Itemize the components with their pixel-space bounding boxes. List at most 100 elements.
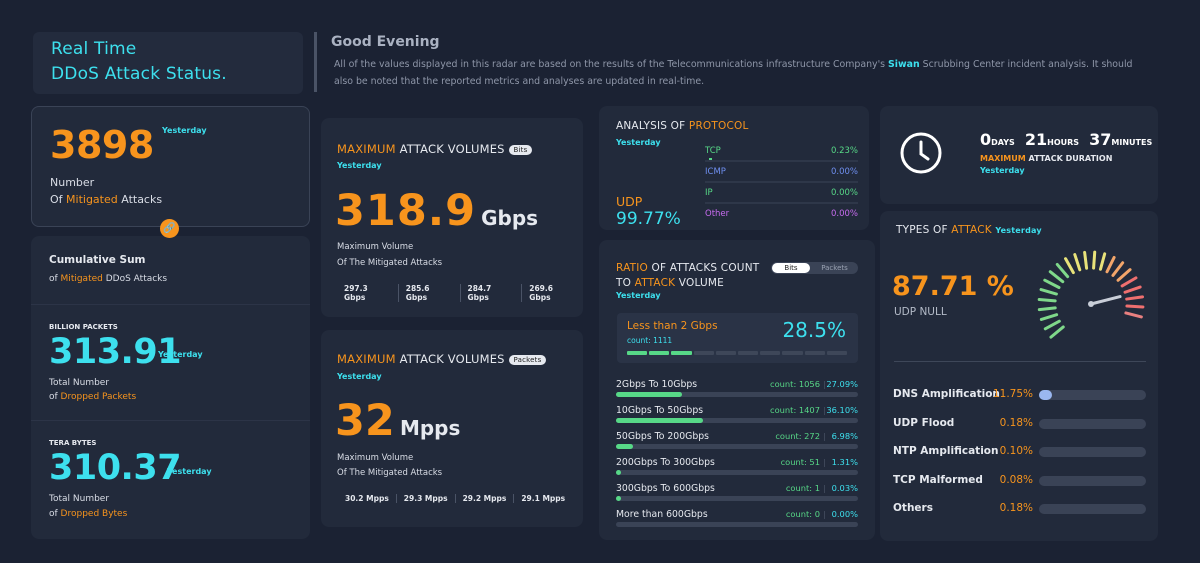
ratio-range-row: 2Gbps To 10Gbps count: 1056 | 27.09% (616, 379, 858, 401)
range-name: 2Gbps To 10Gbps (616, 379, 698, 390)
history-value: 29.1 Mpps (513, 494, 572, 503)
toggle-bits[interactable]: Bits (772, 263, 810, 273)
history-value: 30.2 Mpps (345, 494, 389, 503)
link-icon[interactable]: 🔗 (160, 219, 179, 238)
ratio-highlight-count: count: 1111 (627, 336, 673, 345)
packets-pill: Packets (508, 354, 547, 365)
history-value: 269.6 Gbps (521, 284, 583, 302)
separator: | (823, 405, 826, 415)
progress-segment (804, 351, 825, 355)
volume-bits-label-1: Maximum Volume (337, 242, 414, 252)
progress-segment (826, 351, 847, 355)
types-main-value: 87.71 % (892, 271, 1014, 302)
attack-type-row: NTP Amplification 0.10% (893, 445, 1148, 461)
bytes-period: Yesterday (167, 467, 212, 476)
volume-bits-history: 297.3 Gbps 285.6 Gbps 284.7 Gbps 269.6 G… (337, 284, 583, 302)
range-name: More than 600Gbps (616, 509, 708, 520)
gauge-tick (1037, 306, 1057, 312)
attack-type-pct: 0.10% (999, 445, 1033, 457)
types-title: TYPES OF ATTACK Yesterday (896, 224, 1042, 236)
range-count: count: 272 (775, 431, 820, 441)
bits-packets-toggle[interactable]: Bits Packets (771, 262, 858, 274)
cumulative-subtitle: of Mitigated DDoS Attacks (49, 274, 168, 284)
mitigated-count: 3898 (50, 123, 154, 167)
separator: | (823, 483, 826, 493)
types-main-label: UDP NULL (894, 306, 947, 318)
volume-bits-value: 318.9 (335, 186, 477, 236)
gauge-tick (1125, 295, 1145, 301)
separator: | (823, 379, 826, 389)
ratio-period: Yesterday (616, 291, 661, 300)
volume-bits-unit: Gbps (481, 206, 539, 230)
packets-label-1: Total Number (49, 378, 110, 388)
brand-name: Siwan (888, 59, 920, 70)
attack-type-pct: 0.18% (999, 502, 1033, 514)
ratio-highlight-pct: 28.5% (782, 318, 846, 342)
greeting-title: Good Evening (331, 34, 440, 50)
volume-packets-period: Yesterday (337, 372, 382, 381)
range-pct: 27.09% (826, 379, 858, 389)
range-pct: 6.98% (831, 431, 858, 441)
range-count: count: 1407 (770, 405, 820, 415)
range-fill (616, 496, 621, 501)
protocol-analysis-card: ANALYSIS OF PROTOCOL Yesterday UDP 99.77… (599, 106, 869, 230)
range-count: count: 51 (780, 457, 820, 467)
protocol-row-other: Other 0.00% (705, 209, 858, 219)
gauge-tick (1120, 276, 1138, 288)
volume-bits-title: MAXIMUM ATTACK VOLUMES Bits (337, 142, 533, 156)
max-volume-packets-card: MAXIMUM ATTACK VOLUMES Packets Yesterday… (321, 330, 583, 527)
volume-bits-period: Yesterday (337, 161, 382, 170)
progress-segment (671, 351, 692, 355)
volume-bits-value-group: 318.9 Gbps (335, 186, 538, 236)
toggle-packets[interactable]: Packets (821, 264, 848, 272)
dashboard-title-line1: Real Time (51, 39, 137, 59)
bytes-label-2: of Dropped Bytes (49, 509, 128, 519)
divider (894, 361, 1146, 362)
greeting-description: All of the values displayed in this rada… (334, 59, 1133, 87)
gauge-tick (1039, 313, 1059, 321)
range-pct: 36.10% (826, 405, 858, 415)
tcp-indicator (709, 158, 712, 161)
range-track (616, 470, 858, 475)
range-track (616, 418, 858, 423)
duration-period: Yesterday (980, 166, 1025, 175)
ratio-range-row: 200Gbps To 300Gbps count: 51 | 1.31% (616, 457, 858, 479)
protocol-row-icmp: ICMP 0.00% (705, 167, 858, 183)
attack-type-name: TCP Malformed (893, 473, 983, 486)
range-pct: 0.03% (831, 483, 858, 493)
packets-label-2: of Dropped Packets (49, 392, 137, 402)
gauge-tick (1123, 285, 1142, 294)
packets-period: Yesterday (158, 350, 203, 359)
duration-label: MAXIMUM ATTACK DURATION (980, 154, 1113, 163)
volume-packets-unit: Mpps (399, 416, 461, 440)
ratio-range-row: More than 600Gbps count: 0 | 0.00% (616, 509, 858, 531)
range-fill (616, 392, 682, 397)
range-count: count: 1056 (770, 379, 820, 389)
gauge-tick (1105, 255, 1116, 274)
progress-segment (738, 351, 759, 355)
separator: | (823, 509, 826, 519)
attack-type-pct: 0.18% (999, 416, 1033, 429)
range-fill (616, 444, 633, 449)
greeting-divider (314, 32, 317, 92)
clock-icon (899, 131, 943, 175)
history-value: 29.3 Mpps (395, 494, 455, 503)
range-track (616, 444, 858, 449)
bits-pill: Bits (508, 144, 533, 155)
separator: | (823, 431, 826, 441)
gauge-tick (1124, 311, 1143, 319)
volume-packets-value-group: 32 Mpps (335, 396, 460, 446)
bytes-unit: TERA BYTES (49, 439, 97, 447)
range-track (616, 392, 858, 397)
gauge-tick (1043, 319, 1061, 331)
packets-unit: BILLION PACKETS (49, 323, 118, 331)
gauge-tick (1111, 261, 1125, 277)
attack-type-fill (1039, 390, 1052, 400)
gauge-tick (1092, 250, 1097, 270)
range-pct: 1.31% (831, 457, 858, 467)
progress-segment (760, 351, 781, 355)
attack-type-track (1039, 475, 1146, 486)
volume-packets-title: MAXIMUM ATTACK VOLUMES Packets (337, 352, 547, 366)
range-count: count: 1 (785, 483, 820, 493)
protocol-row-ip: IP 0.00% (705, 188, 858, 204)
